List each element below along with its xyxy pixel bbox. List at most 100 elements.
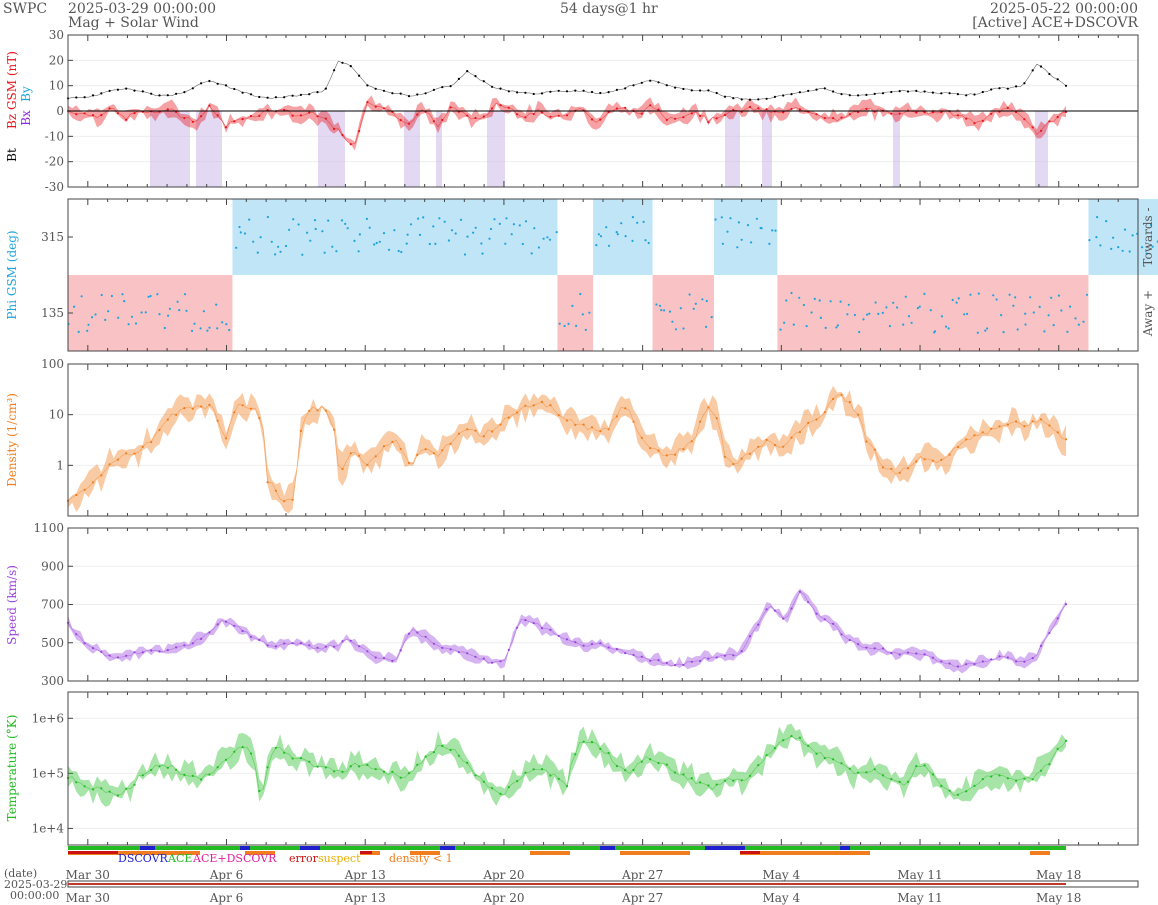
bt-point — [832, 90, 835, 93]
bx-spike — [404, 111, 420, 187]
speed-point — [632, 653, 635, 657]
bz-point — [990, 112, 993, 115]
bz-point — [1056, 115, 1059, 119]
legend-ace-dscovr: ACE+DSCOVR — [192, 852, 277, 865]
phi-point — [530, 252, 533, 255]
density-flag-strip — [530, 851, 570, 855]
bz-point — [349, 143, 352, 146]
bz-point — [981, 119, 984, 122]
error-flag-strip — [360, 851, 372, 854]
phi-point — [846, 313, 849, 316]
bt-point — [241, 91, 244, 94]
phi-point — [270, 240, 273, 243]
density-point — [782, 445, 785, 448]
temperature-point — [399, 776, 402, 779]
bt-point — [100, 92, 103, 95]
phi-point — [877, 312, 880, 315]
temperature-point — [1039, 769, 1043, 772]
speed-point — [266, 644, 269, 647]
speed-point — [100, 650, 103, 654]
bz-point — [865, 107, 868, 110]
speed-point — [191, 642, 194, 645]
bt-point — [965, 94, 968, 97]
phi-point — [1047, 314, 1050, 317]
bz-point — [765, 108, 768, 111]
temperature-point — [682, 773, 685, 776]
bt-point — [432, 88, 435, 91]
temperature-point — [524, 771, 527, 774]
phi-point — [428, 242, 431, 246]
bt-point — [682, 87, 685, 91]
legend-ace: ACE — [167, 852, 192, 865]
density-flag-strip — [1030, 851, 1050, 855]
density-point — [773, 443, 777, 447]
density-point — [1064, 438, 1068, 441]
bz-point — [258, 114, 261, 117]
temperature-point — [150, 768, 153, 772]
phi-point — [1105, 220, 1108, 223]
phi-point — [1112, 236, 1115, 239]
bz-point — [965, 117, 968, 120]
speed-point — [832, 622, 835, 625]
bt-point — [274, 96, 277, 99]
bz-point — [316, 115, 319, 118]
phi-point — [575, 324, 578, 327]
temperature-point — [166, 766, 169, 769]
bt-point — [366, 84, 369, 87]
bt-point — [125, 87, 128, 90]
speed-point — [815, 612, 818, 615]
phi-point — [647, 241, 650, 245]
bz-point — [599, 118, 602, 121]
density-point — [1056, 431, 1059, 434]
phi-point — [405, 242, 408, 245]
phi-point — [252, 240, 255, 243]
speed-point — [682, 663, 685, 667]
phi-point — [382, 232, 386, 235]
temperature-point — [374, 768, 377, 771]
phi-point — [818, 299, 821, 302]
density-point — [956, 445, 960, 449]
bt-point — [848, 94, 851, 97]
temperature-point — [906, 780, 910, 784]
phi-point — [1088, 239, 1091, 242]
temperature-point — [274, 746, 277, 749]
phi-point — [107, 310, 110, 313]
density-point — [125, 452, 128, 455]
phi-point — [498, 222, 501, 225]
density-point — [208, 403, 211, 406]
bt-point — [466, 70, 469, 73]
bx-spike — [196, 111, 222, 187]
date-axis-label: (date) — [4, 867, 37, 880]
phi-point — [321, 230, 324, 233]
density-flag-strip — [620, 851, 690, 855]
phi-point — [829, 300, 832, 303]
density-point — [241, 404, 244, 407]
temperature-point — [540, 768, 544, 771]
phi-point — [546, 236, 549, 239]
speed-point — [582, 644, 585, 647]
speed-point — [424, 635, 427, 638]
phi-point — [692, 307, 695, 310]
density-point — [649, 447, 652, 450]
phi-point — [86, 329, 89, 332]
speed-point — [491, 661, 494, 664]
density-point — [757, 445, 760, 448]
phi-point — [951, 298, 954, 302]
density-point — [224, 437, 228, 440]
phi-point — [571, 304, 574, 307]
bt-point — [532, 92, 535, 96]
bt-point — [707, 89, 710, 92]
density-point — [91, 481, 95, 484]
phi-point — [705, 299, 708, 303]
speed-point — [258, 638, 261, 642]
temperature-point — [241, 746, 244, 749]
phi-sector-away — [68, 275, 233, 351]
bt-point — [399, 92, 402, 95]
density-point — [715, 417, 718, 420]
temperature-point — [91, 788, 95, 791]
speed-point — [108, 654, 111, 657]
speed-point — [175, 646, 178, 649]
speed-point — [125, 654, 128, 657]
bt-point — [258, 95, 261, 99]
mag-y-tick-label: -20 — [45, 155, 64, 169]
